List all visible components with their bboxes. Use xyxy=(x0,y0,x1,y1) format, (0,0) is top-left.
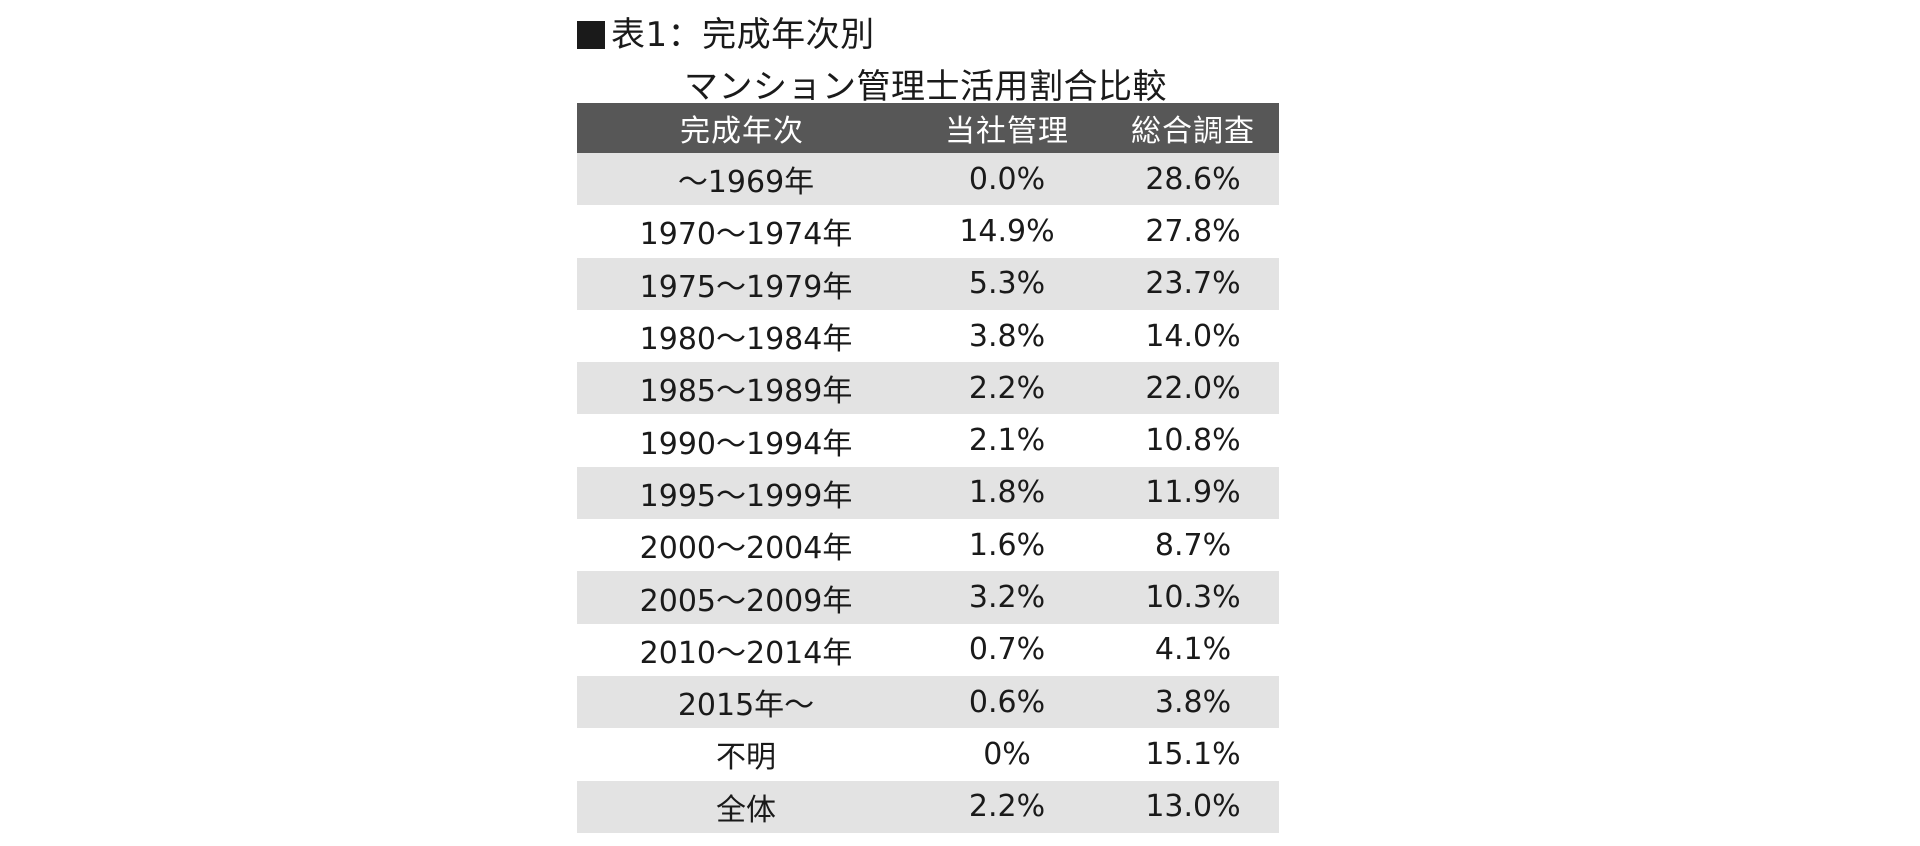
table-row: 2015年～ 0.6% 3.8% xyxy=(577,675,1279,729)
table-body: ～1969年 0.0% 28.6% 1970～1974年 14.9% 27.8% 1975～… xyxy=(577,153,1279,833)
table-header-row: 完成年次 当社管理 総合調査 xyxy=(577,103,1279,153)
table-row: 2005～2009年 3.2% 10.3% xyxy=(577,571,1279,624)
cell-completion-year: 1980～1984年 xyxy=(577,309,907,363)
comparison-table: 完成年次 当社管理 総合調査 ～1969年 0.0% 28.6% 1970～1974年… xyxy=(577,103,1279,833)
cell-general-survey: 22.0% xyxy=(1107,362,1279,415)
column-header-completion-year: 完成年次 xyxy=(577,103,907,153)
cell-company-managed: 3.2% xyxy=(907,571,1107,624)
cell-completion-year: 1970～1974年 xyxy=(577,205,907,258)
cell-completion-year: 2005～2009年 xyxy=(577,571,907,624)
cell-company-managed: 0.7% xyxy=(907,623,1107,676)
table-row: 不明 0% 15.1% xyxy=(577,728,1279,781)
table-row: 1980～1984年 3.8% 14.0% xyxy=(577,309,1279,363)
cell-completion-year: 2000～2004年 xyxy=(577,519,907,572)
cell-completion-year: 不明 xyxy=(577,728,907,781)
cell-completion-year: 2015年～ xyxy=(577,675,907,729)
cell-company-managed: 0.0% xyxy=(907,153,1107,206)
table-title: 表1：完成年次別 マンション管理士活用割合比較 xyxy=(577,8,1397,116)
cell-general-survey: 8.7% xyxy=(1107,519,1279,572)
table-row: ～1969年 0.0% 28.6% xyxy=(577,153,1279,206)
cell-general-survey: 23.7% xyxy=(1107,257,1279,310)
cell-general-survey: 10.8% xyxy=(1107,414,1279,467)
cell-company-managed: 2.2% xyxy=(907,362,1107,415)
column-header-company-managed: 当社管理 xyxy=(907,103,1107,153)
cell-company-managed: 2.1% xyxy=(907,414,1107,467)
title-line-1: 表1：完成年次別 xyxy=(577,8,1397,62)
title-line-1-text: 表1：完成年次別 xyxy=(611,15,875,55)
cell-general-survey: 14.0% xyxy=(1107,309,1279,363)
column-header-general-survey: 総合調査 xyxy=(1107,103,1279,153)
cell-general-survey: 11.9% xyxy=(1107,466,1279,520)
cell-general-survey: 3.8% xyxy=(1107,675,1279,729)
table-row: 2000～2004年 1.6% 8.7% xyxy=(577,519,1279,572)
table-row: 1970～1974年 14.9% 27.8% xyxy=(577,205,1279,258)
cell-company-managed: 14.9% xyxy=(907,205,1107,258)
cell-general-survey: 10.3% xyxy=(1107,571,1279,624)
table-row: 1975～1979年 5.3% 23.7% xyxy=(577,257,1279,310)
cell-company-managed: 2.2% xyxy=(907,780,1107,833)
cell-completion-year: 2010～2014年 xyxy=(577,623,907,676)
cell-completion-year: ～1969年 xyxy=(577,153,907,206)
cell-completion-year: 1990～1994年 xyxy=(577,414,907,467)
cell-company-managed: 0.6% xyxy=(907,675,1107,729)
cell-company-managed: 0% xyxy=(907,728,1107,781)
cell-completion-year: 1985～1989年 xyxy=(577,362,907,415)
cell-general-survey: 28.6% xyxy=(1107,153,1279,206)
cell-completion-year: 1975～1979年 xyxy=(577,257,907,310)
table-row: 1990～1994年 2.1% 10.8% xyxy=(577,414,1279,467)
title-line-2: マンション管理士活用割合比較 xyxy=(684,67,1167,107)
cell-completion-year: 全体 xyxy=(577,780,907,833)
cell-general-survey: 4.1% xyxy=(1107,623,1279,676)
black-square-icon xyxy=(577,21,605,49)
cell-company-managed: 5.3% xyxy=(907,257,1107,310)
cell-general-survey: 27.8% xyxy=(1107,205,1279,258)
cell-general-survey: 15.1% xyxy=(1107,728,1279,781)
cell-company-managed: 1.8% xyxy=(907,466,1107,520)
table-row: 1995～1999年 1.8% 11.9% xyxy=(577,466,1279,520)
table-row: 2010～2014年 0.7% 4.1% xyxy=(577,623,1279,676)
table-row: 1985～1989年 2.2% 22.0% xyxy=(577,362,1279,415)
cell-completion-year: 1995～1999年 xyxy=(577,466,907,520)
table-row: 全体 2.2% 13.0% xyxy=(577,780,1279,833)
cell-company-managed: 1.6% xyxy=(907,519,1107,572)
cell-company-managed: 3.8% xyxy=(907,309,1107,363)
cell-general-survey: 13.0% xyxy=(1107,780,1279,833)
